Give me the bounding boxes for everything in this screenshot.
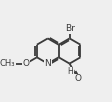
Text: O: O	[23, 59, 29, 68]
Text: O: O	[75, 74, 82, 83]
Text: N: N	[44, 59, 51, 68]
Text: CH₃: CH₃	[0, 59, 15, 68]
Text: H: H	[67, 67, 73, 76]
Text: Br: Br	[65, 24, 74, 33]
